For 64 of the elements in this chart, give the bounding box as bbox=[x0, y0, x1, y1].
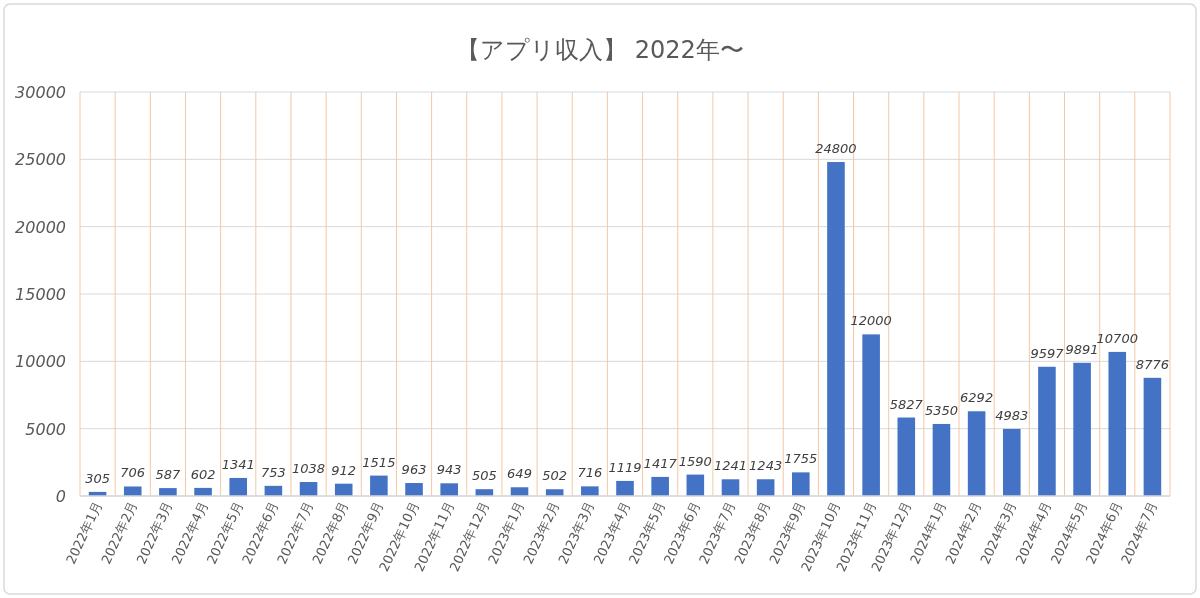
data-label: 305 bbox=[85, 470, 110, 486]
y-tick-label: 5000 bbox=[25, 419, 66, 439]
bar bbox=[1002, 428, 1021, 496]
bar bbox=[159, 488, 177, 496]
data-label: 587 bbox=[155, 467, 182, 483]
bar bbox=[299, 482, 318, 496]
bar bbox=[370, 475, 388, 496]
bar bbox=[616, 480, 634, 496]
data-label: 1417 bbox=[643, 455, 678, 471]
bar bbox=[792, 472, 810, 496]
y-tick-label: 15000 bbox=[15, 285, 66, 304]
data-label: 8776 bbox=[1135, 356, 1169, 372]
bar bbox=[334, 483, 353, 496]
bar bbox=[229, 477, 248, 496]
bar bbox=[721, 479, 740, 496]
bar bbox=[827, 162, 845, 496]
data-label: 943 bbox=[436, 462, 462, 478]
bar bbox=[123, 486, 142, 496]
data-label: 912 bbox=[331, 462, 357, 478]
bar bbox=[756, 479, 775, 496]
data-label: 6292 bbox=[960, 390, 994, 406]
y-tick-label: 30000 bbox=[15, 83, 66, 102]
bar bbox=[405, 483, 423, 496]
bar bbox=[686, 474, 705, 496]
y-tick-label: 0 bbox=[55, 487, 66, 506]
data-label: 1515 bbox=[362, 454, 396, 470]
data-label: 1341 bbox=[221, 456, 255, 472]
bar bbox=[862, 334, 880, 496]
bar bbox=[651, 476, 669, 496]
data-label: 1119 bbox=[608, 459, 642, 475]
data-label: 505 bbox=[471, 468, 497, 484]
data-label: 963 bbox=[401, 462, 427, 478]
bar bbox=[1073, 362, 1091, 496]
y-tick-label: 25000 bbox=[15, 150, 66, 170]
data-label: 12000 bbox=[850, 313, 892, 329]
data-label: 1241 bbox=[713, 458, 748, 474]
data-label: 1243 bbox=[749, 458, 783, 474]
data-label: 9597 bbox=[1030, 345, 1065, 361]
data-label: 24800 bbox=[815, 141, 857, 157]
data-label: 706 bbox=[120, 465, 146, 481]
data-label: 9891 bbox=[1065, 341, 1099, 357]
bar bbox=[1143, 377, 1162, 496]
bar bbox=[897, 417, 916, 496]
data-label: 649 bbox=[507, 466, 532, 482]
bar bbox=[967, 411, 986, 496]
data-label: 716 bbox=[577, 465, 603, 481]
y-tick-label: 10000 bbox=[15, 352, 66, 372]
data-label: 1590 bbox=[678, 453, 712, 469]
y-tick-label: 20000 bbox=[15, 217, 66, 237]
data-label: 1755 bbox=[784, 451, 818, 467]
bar bbox=[440, 483, 458, 496]
bar bbox=[1038, 366, 1056, 496]
data-label: 5350 bbox=[924, 402, 958, 418]
chart-title: 【アプリ収入】 2022年〜 bbox=[456, 36, 744, 64]
data-label: 502 bbox=[542, 468, 568, 484]
bar bbox=[1108, 351, 1127, 496]
data-label: 753 bbox=[260, 464, 286, 480]
data-label: 10700 bbox=[1096, 330, 1138, 346]
bar bbox=[932, 423, 951, 496]
data-label: 4983 bbox=[995, 407, 1029, 423]
bar bbox=[581, 486, 599, 496]
data-label: 602 bbox=[190, 466, 216, 482]
data-label: 5827 bbox=[889, 396, 924, 412]
data-label: 1038 bbox=[292, 461, 326, 477]
